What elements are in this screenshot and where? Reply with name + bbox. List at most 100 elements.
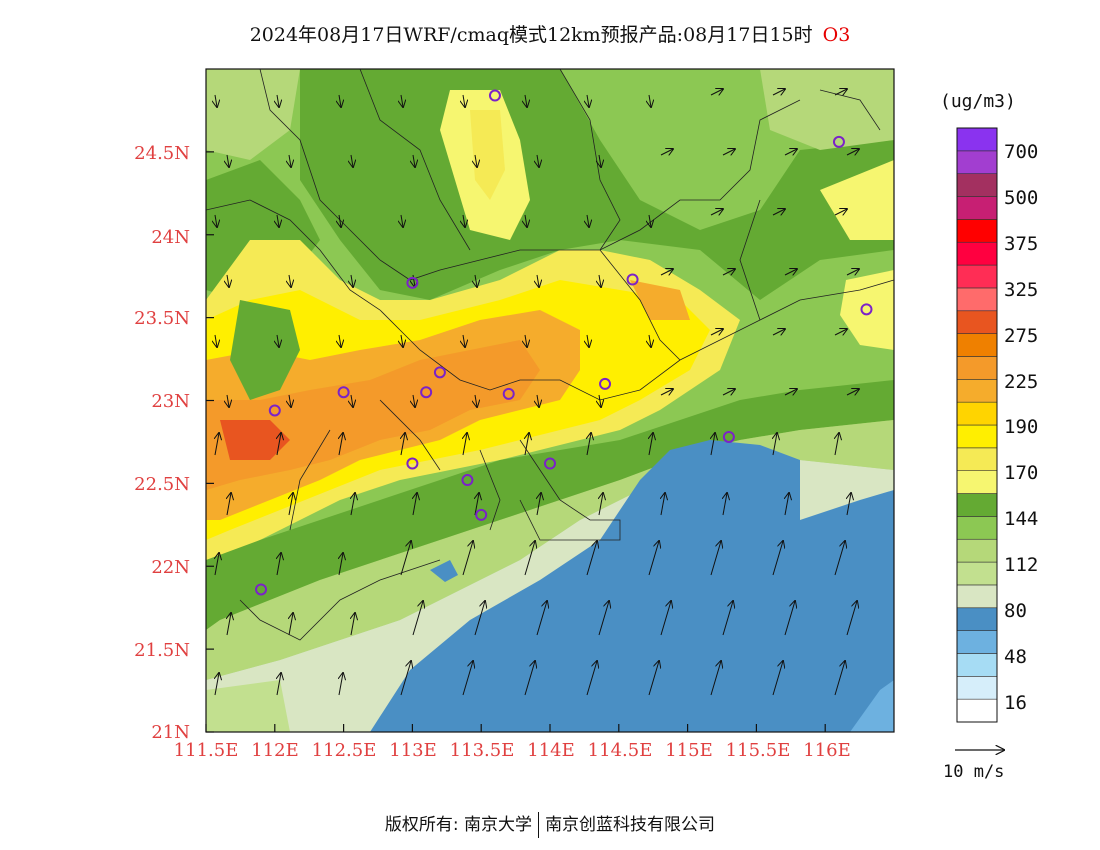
- wind-arrow: [289, 154, 291, 167]
- wind-arrow: [648, 541, 659, 576]
- colorbar-label: 80: [1004, 600, 1027, 622]
- station-marker: [860, 303, 873, 316]
- wind-arrow: [215, 94, 217, 107]
- wind-arrow: [586, 541, 597, 576]
- wind-arrow: [215, 214, 217, 227]
- title-main: 2024年08月17日WRF/cmaq模式12km预报产品:08月17日15时: [249, 24, 813, 46]
- wind-arrow: [649, 94, 651, 107]
- wind-arrow: [277, 214, 279, 227]
- wind-arrow: [462, 661, 473, 696]
- copyright-left: 版权所有: 南京大学: [384, 815, 533, 835]
- wind-arrow: [351, 613, 355, 636]
- wind-arrow: [401, 214, 403, 227]
- wind-arrow: [599, 154, 601, 167]
- colorbar-swatch: [956, 630, 998, 654]
- wind-arrow: [598, 601, 609, 636]
- wind-arrow: [277, 94, 279, 107]
- station-marker: [461, 474, 474, 487]
- wind-arrow: [525, 334, 527, 347]
- ozone-field: [206, 69, 894, 732]
- wind-arrow: [227, 394, 229, 407]
- wind-arrow: [524, 541, 535, 576]
- station-marker: [420, 386, 433, 399]
- wind-arrow: [846, 601, 857, 636]
- colorbar-label: 375: [1004, 233, 1039, 255]
- colorbar-label: 190: [1004, 416, 1039, 438]
- wind-arrow: [537, 154, 539, 167]
- lat-label: 22N: [151, 557, 190, 578]
- colorbar-swatch: [956, 676, 998, 700]
- lon-label: 114.5E: [587, 740, 653, 761]
- wind-arrow: [536, 601, 547, 636]
- wind-arrow: [413, 394, 415, 407]
- station-marker: [406, 457, 419, 470]
- colorbar-swatch: [956, 287, 998, 312]
- colorbar-swatch: [956, 493, 998, 517]
- wind-arrow: [661, 493, 665, 516]
- wind-arrow: [475, 493, 479, 516]
- wind-arrow: [834, 89, 847, 95]
- colorbar-swatch: [956, 379, 998, 403]
- colorbar-swatch: [956, 538, 998, 563]
- lon-label: 112E: [251, 740, 299, 761]
- colorbar-swatch: [956, 196, 998, 220]
- colorbar-swatch: [956, 561, 998, 586]
- wind-arrow: [834, 209, 847, 215]
- wind-arrow: [215, 334, 217, 347]
- colorbar-frame: [956, 127, 998, 723]
- wind-arrow: [277, 673, 281, 696]
- wind-arrow: [277, 334, 279, 347]
- wind-arrow: [846, 389, 859, 395]
- wind-arrow: [524, 661, 535, 696]
- colorbar-swatch: [956, 653, 998, 677]
- station-marker: [406, 276, 419, 289]
- wind-arrow: [649, 433, 653, 456]
- wind-arrow: [289, 493, 293, 516]
- wind-arrow: [351, 154, 353, 167]
- wind-arrow: [475, 274, 477, 287]
- wind-arrow: [710, 661, 721, 696]
- footer-divider: [538, 812, 540, 838]
- wind-arrow: [834, 661, 845, 696]
- station-marker: [433, 366, 446, 379]
- wind-arrow: [785, 493, 789, 516]
- wind-arrow: [587, 334, 589, 347]
- colorbar-swatch: [956, 516, 998, 540]
- wind-arrow: [599, 274, 601, 287]
- lon-label: 113E: [389, 740, 437, 761]
- lon-label: 113.5E: [449, 740, 515, 761]
- wind-arrow: [834, 541, 845, 576]
- lon-label: 111.5E: [173, 740, 239, 761]
- colorbar-label: 275: [1004, 325, 1039, 347]
- station-marker: [488, 89, 501, 102]
- colorbar-swatch: [956, 173, 998, 197]
- wind-arrow: [525, 433, 529, 456]
- station-marker: [722, 430, 735, 443]
- wind-arrow: [215, 673, 219, 696]
- wind-arrow: [463, 433, 467, 456]
- wind-arrow: [772, 329, 785, 335]
- wind-arrow: [339, 214, 341, 227]
- wind-arrow: [339, 94, 341, 107]
- species-label: O3: [822, 24, 851, 46]
- wind-arrow: [537, 493, 541, 516]
- wind-arrow: [413, 493, 417, 516]
- wind-arrow: [710, 209, 723, 215]
- wind-arrow: [784, 149, 797, 155]
- wind-arrow: [660, 601, 671, 636]
- lat-label: 23N: [151, 391, 190, 412]
- wind-arrow: [413, 154, 415, 167]
- wind-arrow: [649, 214, 651, 227]
- wind-arrow: [722, 601, 733, 636]
- wind-arrow: [772, 661, 783, 696]
- lat-label: 24N: [151, 227, 190, 248]
- wind-arrow: [835, 433, 839, 456]
- colorbar-label: 170: [1004, 462, 1039, 484]
- wind-arrow: [599, 493, 603, 516]
- wind-arrow: [463, 334, 465, 347]
- wind-arrow: [401, 433, 405, 456]
- lon-label: 114E: [527, 740, 575, 761]
- wind-arrow: [215, 433, 219, 456]
- lat-label: 24.5N: [134, 143, 190, 164]
